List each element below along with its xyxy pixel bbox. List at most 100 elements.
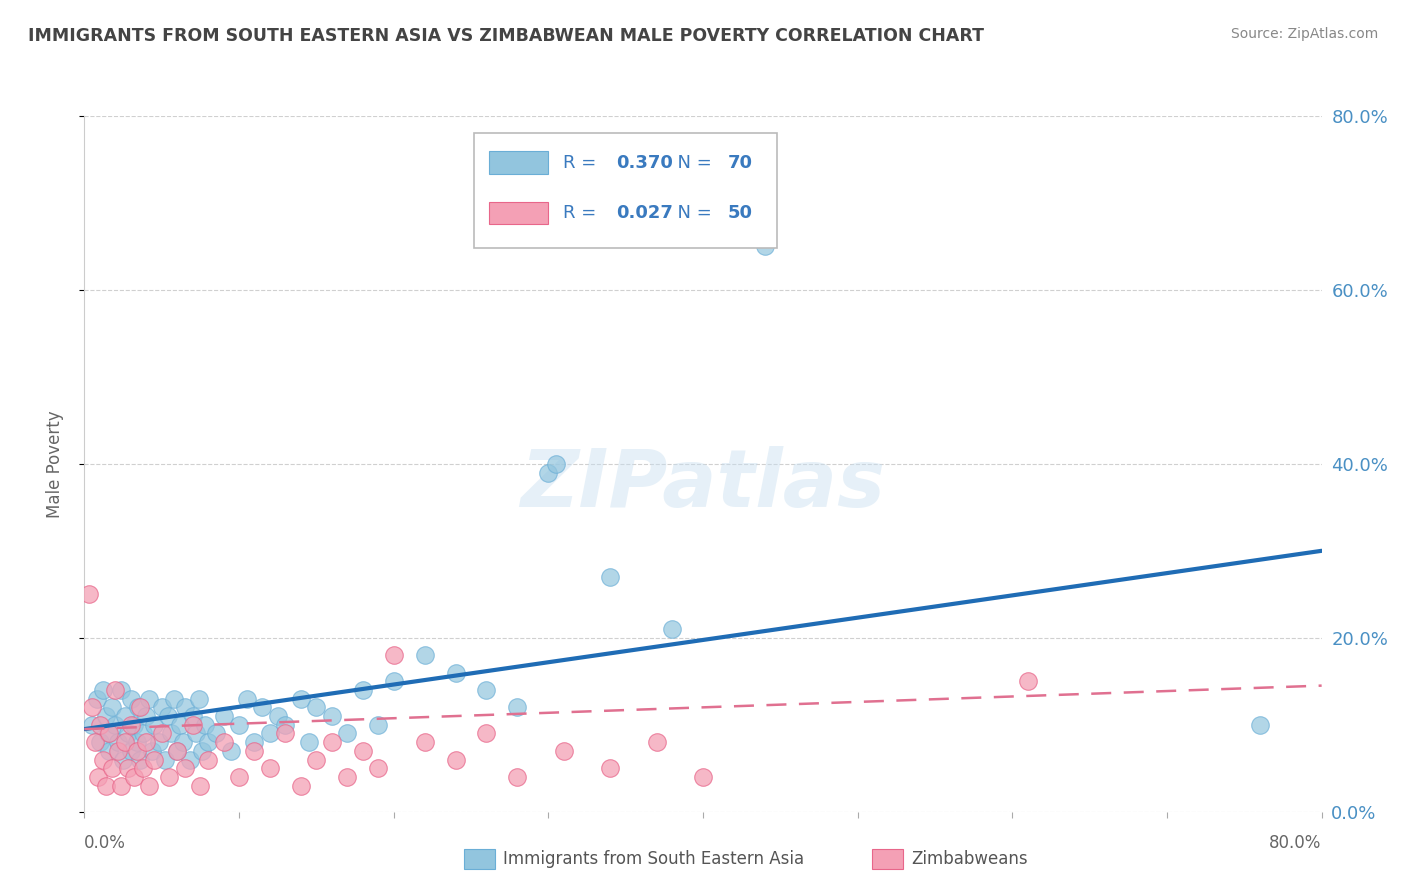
Point <box>150 700 173 714</box>
Point <box>382 674 405 689</box>
Point <box>114 735 136 749</box>
Point <box>112 753 135 767</box>
Point <box>197 753 219 767</box>
Point <box>321 709 343 723</box>
Y-axis label: Male Poverty: Male Poverty <box>45 410 63 517</box>
Text: R =: R = <box>564 153 602 171</box>
Point <box>181 717 204 731</box>
Point <box>692 770 714 784</box>
Point <box>122 770 145 784</box>
Point <box>194 717 217 731</box>
Point <box>148 735 170 749</box>
Point <box>179 753 201 767</box>
Point <box>475 726 498 740</box>
Point <box>169 717 191 731</box>
Point <box>98 726 121 740</box>
Point <box>82 700 104 714</box>
Point <box>97 726 120 740</box>
Text: Source: ZipAtlas.com: Source: ZipAtlas.com <box>1230 27 1378 41</box>
Point <box>221 744 243 758</box>
Point <box>91 683 114 698</box>
Point <box>174 700 197 714</box>
Point <box>84 735 107 749</box>
Point <box>156 709 179 723</box>
Text: 50: 50 <box>728 204 752 222</box>
Point <box>129 753 152 767</box>
Point <box>290 691 312 706</box>
Point <box>228 717 250 731</box>
Point <box>645 735 668 749</box>
Point <box>120 691 142 706</box>
Point <box>413 735 436 749</box>
Point <box>187 691 209 706</box>
Point <box>150 726 173 740</box>
Point <box>506 770 529 784</box>
Point <box>205 726 228 740</box>
Point <box>159 770 181 784</box>
Text: 70: 70 <box>728 153 752 171</box>
Point <box>444 665 467 680</box>
Point <box>128 700 150 714</box>
Point <box>252 700 274 714</box>
Point <box>661 622 683 636</box>
Point <box>125 744 148 758</box>
Point <box>143 717 166 731</box>
Point <box>129 700 152 714</box>
Point <box>122 717 145 731</box>
Point <box>243 744 266 758</box>
Point <box>599 761 621 775</box>
Text: 0.370: 0.370 <box>616 153 673 171</box>
Text: R =: R = <box>564 204 602 222</box>
Point <box>104 683 127 698</box>
Point <box>290 779 312 793</box>
Point <box>336 770 359 784</box>
Point <box>537 466 560 480</box>
Point <box>86 691 108 706</box>
Point <box>172 735 194 749</box>
Point <box>553 744 575 758</box>
Point <box>336 726 359 740</box>
Point <box>153 753 176 767</box>
Point <box>166 744 188 758</box>
Text: Zimbabweans: Zimbabweans <box>911 850 1028 868</box>
Point <box>506 700 529 714</box>
Point <box>138 779 160 793</box>
Point <box>120 744 142 758</box>
Point <box>475 683 498 698</box>
Point <box>107 735 129 749</box>
Text: IMMIGRANTS FROM SOUTH EASTERN ASIA VS ZIMBABWEAN MALE POVERTY CORRELATION CHART: IMMIGRANTS FROM SOUTH EASTERN ASIA VS ZI… <box>28 27 984 45</box>
Point <box>125 735 148 749</box>
Point <box>259 761 281 775</box>
Point <box>94 709 117 723</box>
Point <box>243 735 266 749</box>
FancyBboxPatch shape <box>474 134 778 248</box>
Point <box>77 587 100 601</box>
Point <box>114 709 136 723</box>
Point <box>94 779 117 793</box>
Point <box>1017 674 1039 689</box>
Point <box>188 779 212 793</box>
Point <box>138 691 160 706</box>
Point <box>321 735 343 749</box>
Point <box>132 726 155 740</box>
Text: ZIPatlas: ZIPatlas <box>520 446 886 524</box>
Point <box>98 744 121 758</box>
Point <box>197 735 219 749</box>
Point <box>274 726 297 740</box>
Point <box>141 744 163 758</box>
Point <box>89 735 111 749</box>
Point <box>352 683 374 698</box>
Point <box>212 709 235 723</box>
Point <box>267 709 290 723</box>
Point <box>101 700 124 714</box>
Point <box>89 717 111 731</box>
Point <box>754 239 776 253</box>
Point <box>101 761 124 775</box>
Point <box>143 753 166 767</box>
Point <box>110 779 132 793</box>
Point <box>259 726 281 740</box>
Point <box>110 683 132 698</box>
Text: 80.0%: 80.0% <box>1270 834 1322 852</box>
Point <box>352 744 374 758</box>
Text: N =: N = <box>666 204 717 222</box>
